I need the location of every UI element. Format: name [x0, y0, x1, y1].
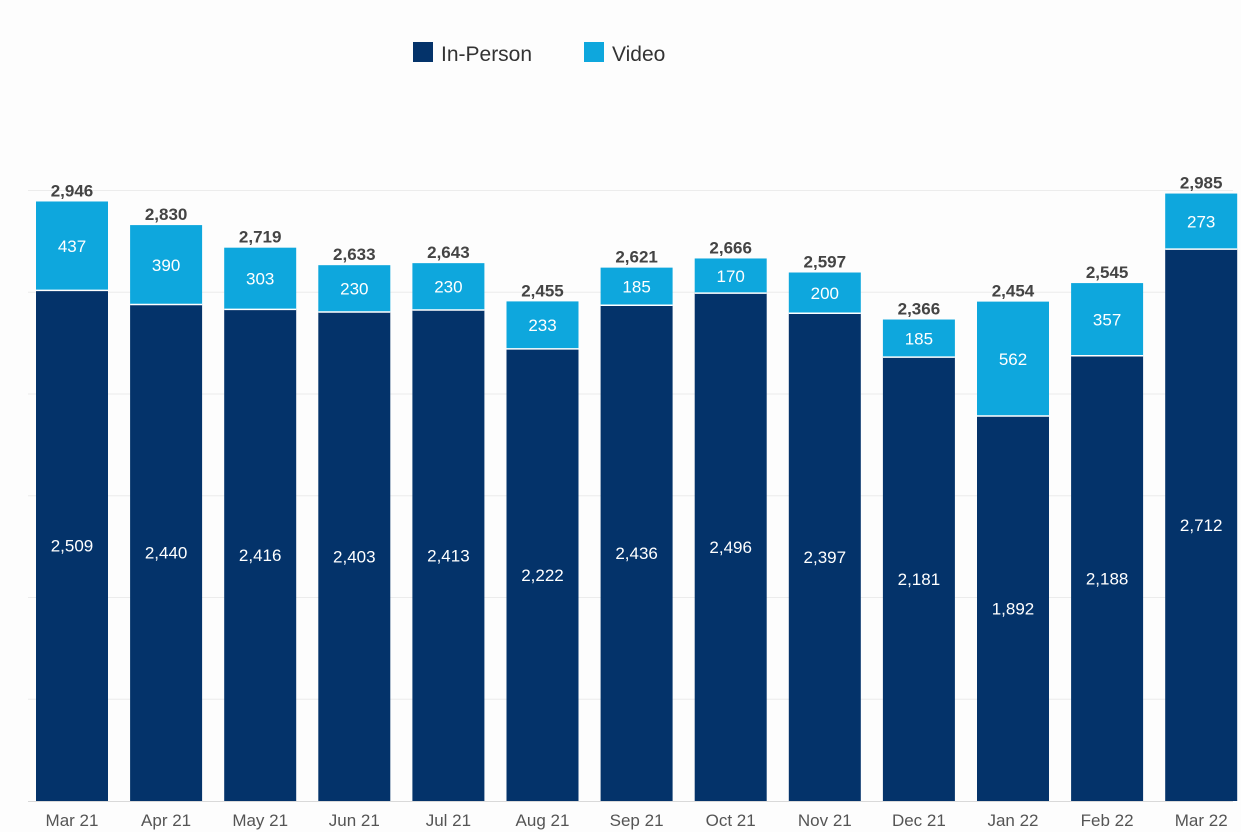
- bar-in-person: [36, 290, 108, 801]
- bar-in-person: [506, 348, 579, 801]
- data-label-in-person: 2,403: [333, 547, 376, 566]
- bar-video: [977, 301, 1049, 416]
- total-label: 2,366: [898, 300, 941, 319]
- total-label: 2,633: [333, 245, 376, 264]
- data-label-in-person: 2,397: [804, 548, 847, 567]
- bar-video: [36, 201, 108, 291]
- bar-in-person: [882, 357, 955, 801]
- total-label: 2,643: [427, 243, 470, 262]
- total-label: 2,830: [145, 205, 188, 224]
- data-label-in-person: 2,416: [239, 546, 282, 565]
- data-label-video: 170: [717, 267, 745, 286]
- x-tick-label: May 21: [232, 811, 288, 830]
- bar-video: [506, 301, 579, 349]
- data-label-video: 562: [999, 350, 1027, 369]
- x-tick-label: Sep 21: [610, 811, 664, 830]
- legend-swatch-in-person: [413, 42, 433, 62]
- bar-in-person: [1165, 249, 1238, 801]
- x-tick-label: Aug 21: [516, 811, 570, 830]
- bar-video: [130, 225, 203, 305]
- bar-in-person: [130, 304, 203, 801]
- bar-video: [1165, 193, 1238, 250]
- total-label: 2,621: [615, 248, 658, 267]
- data-label-video: 303: [246, 270, 274, 289]
- bar-video: [224, 247, 297, 310]
- data-label-video: 185: [622, 277, 650, 296]
- data-label-video: 185: [905, 329, 933, 348]
- data-label-in-person: 2,413: [427, 546, 470, 565]
- bar-video: [694, 258, 767, 294]
- bar-video: [882, 319, 955, 358]
- total-label: 2,455: [521, 281, 564, 300]
- bar-in-person: [224, 309, 297, 801]
- x-tick-label: Oct 21: [706, 811, 756, 830]
- bar-video: [788, 272, 861, 314]
- total-label: 2,545: [1086, 263, 1129, 282]
- data-label-in-person: 2,188: [1086, 569, 1129, 588]
- total-label: 2,454: [992, 282, 1035, 301]
- legend-swatch-video: [584, 42, 604, 62]
- legend-label-in-person: In-Person: [441, 43, 532, 66]
- bars: [36, 193, 1238, 801]
- legend: In-Person Video: [413, 42, 665, 66]
- bar-in-person: [318, 311, 391, 801]
- x-tick-label: Jan 22: [987, 811, 1038, 830]
- bar-in-person: [1071, 355, 1144, 801]
- total-label: 2,719: [239, 228, 282, 247]
- x-tick-label: Mar 22: [1175, 811, 1228, 830]
- bar-video: [412, 263, 485, 310]
- data-label-in-person: 2,222: [521, 566, 564, 585]
- data-label-video: 233: [528, 316, 556, 335]
- x-axis: Mar 21 Apr 21 May 21 Jun 21 Jul 21 Aug 21 Sep …: [28, 801, 1233, 830]
- total-label: 2,666: [709, 238, 752, 257]
- x-tick-label: Nov 21: [798, 811, 852, 830]
- data-label-video: 230: [434, 278, 462, 297]
- data-labels: 2,509 437 2,946 2,440 390 2,830 2,416 303 2,719 2…: [51, 174, 1223, 619]
- data-label-in-person: 2,440: [145, 544, 188, 563]
- data-label-video: 273: [1187, 212, 1215, 231]
- data-label-video: 357: [1093, 310, 1121, 329]
- bar-video: [318, 265, 391, 312]
- x-tick-label: Apr 21: [141, 811, 191, 830]
- x-tick-label: Mar 21: [46, 811, 99, 830]
- x-tick-label: Jun 21: [329, 811, 380, 830]
- bar-in-person: [788, 313, 861, 801]
- bar-in-person: [977, 415, 1049, 801]
- x-tick-label: Feb 22: [1081, 811, 1134, 830]
- x-tick-label: Jul 21: [426, 811, 471, 830]
- data-label-in-person: 2,509: [51, 537, 94, 556]
- data-label-in-person: 1,892: [992, 599, 1035, 618]
- data-label-video: 437: [58, 237, 86, 256]
- total-label: 2,597: [804, 253, 847, 272]
- data-label-in-person: 2,496: [709, 538, 752, 557]
- bar-in-person: [412, 309, 485, 801]
- data-label-video: 230: [340, 280, 368, 299]
- data-label-video: 200: [811, 284, 839, 303]
- bar-in-person: [600, 305, 673, 801]
- data-label-in-person: 2,436: [615, 544, 658, 563]
- data-label-in-person: 2,712: [1180, 516, 1223, 535]
- data-label-video: 390: [152, 256, 180, 275]
- data-label-in-person: 2,181: [898, 570, 941, 589]
- bar-in-person: [694, 293, 767, 801]
- total-label: 2,985: [1180, 174, 1223, 193]
- legend-label-video: Video: [612, 43, 665, 66]
- bar-video: [1071, 283, 1144, 356]
- total-label: 2,946: [51, 181, 94, 200]
- x-tick-label: Dec 21: [892, 811, 946, 830]
- bar-video: [600, 267, 673, 306]
